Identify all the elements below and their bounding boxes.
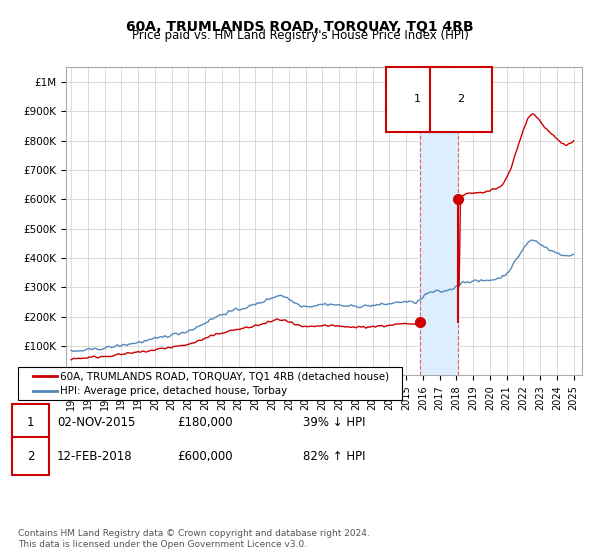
Text: 60A, TRUMLANDS ROAD, TORQUAY, TQ1 4RB: 60A, TRUMLANDS ROAD, TORQUAY, TQ1 4RB <box>126 20 474 34</box>
Bar <box>420 67 458 375</box>
Text: 1: 1 <box>414 95 421 105</box>
Text: 02-NOV-2015: 02-NOV-2015 <box>57 416 136 430</box>
Text: 12-FEB-2018: 12-FEB-2018 <box>57 450 133 463</box>
Text: £180,000: £180,000 <box>177 416 233 430</box>
Text: 2: 2 <box>457 95 464 105</box>
Text: Contains HM Land Registry data © Crown copyright and database right 2024.
This d: Contains HM Land Registry data © Crown c… <box>18 529 370 549</box>
Text: 60A, TRUMLANDS ROAD, TORQUAY, TQ1 4RB (detached house): 60A, TRUMLANDS ROAD, TORQUAY, TQ1 4RB (d… <box>60 371 389 381</box>
Text: Price paid vs. HM Land Registry's House Price Index (HPI): Price paid vs. HM Land Registry's House … <box>131 29 469 42</box>
Text: 39% ↓ HPI: 39% ↓ HPI <box>303 416 365 430</box>
Text: 2: 2 <box>27 450 34 463</box>
Text: £600,000: £600,000 <box>177 450 233 463</box>
Text: 82% ↑ HPI: 82% ↑ HPI <box>303 450 365 463</box>
Text: HPI: Average price, detached house, Torbay: HPI: Average price, detached house, Torb… <box>60 386 287 396</box>
Text: 1: 1 <box>27 416 34 430</box>
